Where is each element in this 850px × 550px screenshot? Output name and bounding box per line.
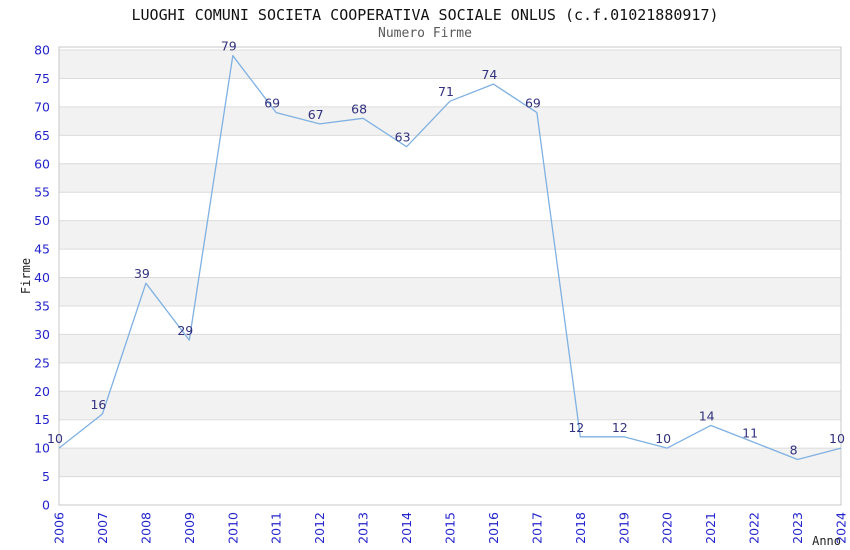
- x-tick-label: 2022: [747, 512, 762, 544]
- data-point-label: 79: [221, 39, 237, 54]
- y-tick-label: 50: [34, 213, 50, 228]
- data-point-label: 10: [829, 431, 845, 446]
- x-tick-label: 2007: [95, 512, 110, 544]
- plot-band: [59, 391, 841, 420]
- data-point-label: 69: [525, 96, 541, 111]
- plot-band: [59, 106, 841, 136]
- data-point-label: 10: [47, 431, 63, 446]
- y-tick-label: 45: [34, 242, 50, 257]
- data-point-label: 8: [790, 443, 798, 458]
- plot-band: [59, 334, 841, 363]
- y-tick-label: 0: [42, 498, 50, 513]
- y-tick-label: 70: [34, 99, 50, 114]
- x-axis-title: Anno: [812, 534, 841, 548]
- x-tick-label: 2017: [529, 512, 544, 544]
- y-axis-title: Firme: [19, 257, 33, 295]
- data-point-label: 39: [134, 266, 150, 281]
- chart-subtitle: Numero Firme: [378, 26, 472, 41]
- y-tick-label: 30: [34, 327, 50, 342]
- y-tick-label: 5: [42, 469, 50, 484]
- plot-band: [59, 448, 841, 477]
- x-tick-label: 2023: [790, 512, 805, 544]
- x-tick-label: 2015: [443, 512, 458, 544]
- plot-band: [59, 220, 841, 250]
- data-point-label: 29: [177, 323, 193, 338]
- x-tick-label: 2011: [269, 512, 284, 544]
- chart-title: LUOGHI COMUNI SOCIETA COOPERATIVA SOCIAL…: [131, 6, 719, 24]
- y-tick-label: 10: [34, 441, 50, 456]
- y-tick-label: 35: [34, 298, 50, 313]
- plot-border: [58, 46, 842, 506]
- y-tick-label: 75: [34, 71, 50, 86]
- x-tick-label: 2013: [356, 512, 371, 544]
- x-tick-label: 2012: [312, 512, 327, 544]
- x-tick-label: 2008: [138, 512, 153, 544]
- data-point-label: 16: [90, 397, 106, 412]
- x-tick-label: 2006: [52, 512, 67, 544]
- data-line: [58, 55, 842, 461]
- data-point-label: 68: [351, 101, 367, 116]
- x-tick-label: 2009: [182, 512, 197, 544]
- y-tick-label: 25: [34, 355, 50, 370]
- plot-band: [59, 277, 841, 306]
- x-tick-label: 2019: [616, 512, 631, 544]
- x-tick-label: 2010: [225, 512, 240, 544]
- data-point-label: 14: [699, 408, 715, 423]
- x-tick-label: 2020: [660, 512, 675, 544]
- y-tick-label: 40: [34, 270, 50, 285]
- y-tick-label: 60: [34, 156, 50, 171]
- x-tick-label: 2018: [573, 512, 588, 544]
- x-tick-label: 2016: [486, 512, 501, 544]
- y-tick-label: 15: [34, 412, 50, 427]
- x-tick-label: 2014: [399, 512, 414, 544]
- data-point-label: 11: [742, 425, 758, 440]
- y-tick-label: 80: [34, 43, 50, 58]
- y-tick-label: 55: [34, 185, 50, 200]
- data-point-label: 12: [568, 420, 584, 435]
- data-point-label: 63: [395, 130, 411, 145]
- data-point-label: 12: [612, 420, 628, 435]
- data-point-label: 74: [481, 67, 497, 82]
- data-point-label: 10: [655, 431, 671, 446]
- x-tick-label: 2024: [834, 512, 849, 544]
- plot-band: [59, 50, 841, 79]
- data-point-label: 67: [308, 107, 324, 122]
- data-point-label: 71: [438, 84, 454, 99]
- y-tick-label: 65: [34, 128, 50, 143]
- y-tick-label: 20: [34, 384, 50, 399]
- data-point-label: 69: [264, 96, 280, 111]
- plot-band: [59, 163, 841, 193]
- x-tick-label: 2021: [703, 512, 718, 544]
